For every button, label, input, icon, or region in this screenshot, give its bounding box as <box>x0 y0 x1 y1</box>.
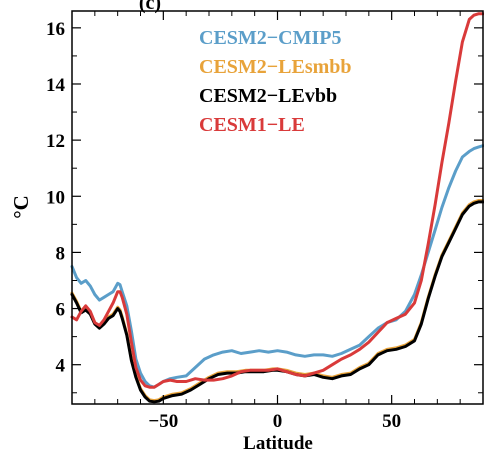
chart-title: (c) <box>139 0 161 14</box>
y-tick-label-3: 10 <box>46 187 65 208</box>
axes-layer: −50 0 50 4 6 8 10 12 14 16 <box>46 11 484 432</box>
y-tick-label-2: 8 <box>56 243 66 264</box>
x-tick-label-1: 0 <box>273 411 283 432</box>
legend-entry-1: CESM2−LEsmbb <box>199 56 352 78</box>
series-line-2 <box>70 200 484 404</box>
series-line-3 <box>70 12 484 389</box>
y-tick-label-5: 14 <box>46 75 66 96</box>
legend-entry-0: CESM2−CMIP5 <box>199 27 342 49</box>
series-layer <box>70 12 484 404</box>
x-axis-label: Latitude <box>243 433 313 454</box>
legend-entry-3: CESM1−LE <box>199 114 305 136</box>
x-tick-label-2: 50 <box>382 411 401 432</box>
legend-entry-2: CESM2−LEvbb <box>199 85 337 107</box>
legend: CESM2−CMIP5 CESM2−LEsmbb CESM2−LEvbb CESM1−… <box>199 27 352 136</box>
y-axis-label: °C <box>9 195 33 219</box>
y-tick-label-4: 12 <box>46 131 65 152</box>
y-tick-label-6: 16 <box>46 19 65 40</box>
y-tick-label-0: 4 <box>56 356 66 377</box>
x-tick-label-0: −50 <box>148 411 178 432</box>
y-tick-label-1: 6 <box>56 300 66 321</box>
